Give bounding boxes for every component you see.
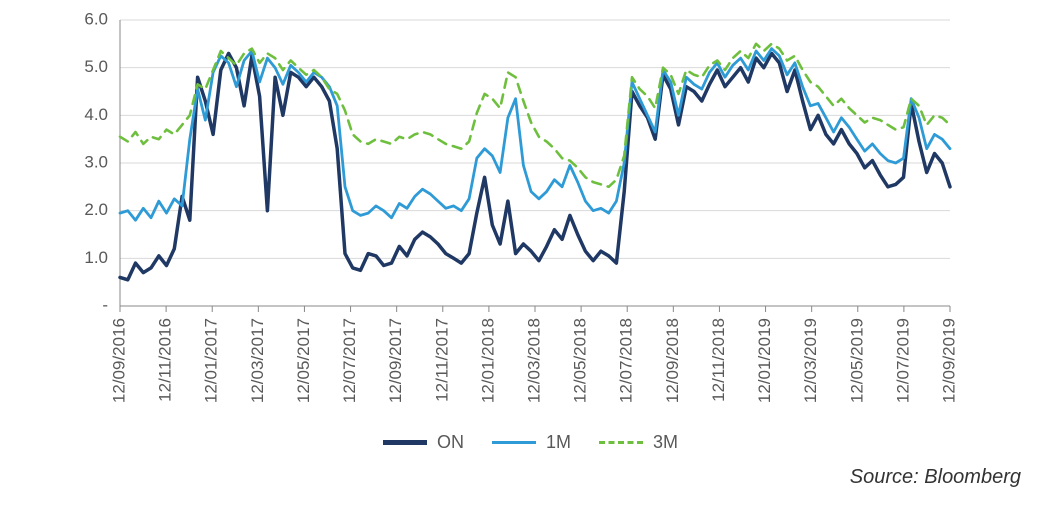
legend-item-3M: 3M	[599, 432, 678, 453]
x-tick-label: 12/09/2016	[109, 318, 128, 403]
x-tick-label: 12/07/2019	[893, 318, 912, 403]
y-tick-label: 4.0	[84, 105, 108, 124]
x-tick-label: 12/01/2018	[478, 318, 497, 403]
legend-item-1M: 1M	[492, 432, 571, 453]
x-tick-label: 12/09/2017	[386, 318, 405, 403]
legend-swatch	[492, 441, 536, 444]
y-tick-label: 1.0	[84, 248, 108, 267]
legend-swatch	[599, 441, 643, 444]
x-tick-label: 12/09/2019	[939, 318, 958, 403]
x-tick-label: 12/03/2017	[248, 318, 267, 403]
x-tick-label: 12/07/2017	[340, 318, 359, 403]
y-tick-label: 5.0	[84, 57, 108, 76]
x-tick-label: 12/01/2019	[755, 318, 774, 403]
y-tick-label: 2.0	[84, 200, 108, 219]
legend-label: ON	[437, 432, 464, 453]
line-chart: - 1.0 2.0 3.0 4.0 5.0 6.0 12/09/2016 12/11/2016 1…	[0, 0, 1061, 420]
y-tick-label: 6.0	[84, 9, 108, 28]
x-tick-label: 12/03/2019	[801, 318, 820, 403]
legend: ON 1M 3M	[0, 432, 1061, 453]
y-tick-label: -	[102, 295, 108, 314]
x-tick-label: 12/05/2018	[571, 318, 590, 403]
x-tick-label: 12/11/2017	[432, 318, 451, 402]
source-attribution: Source: Bloomberg	[850, 466, 1021, 489]
x-tick-label: 12/07/2018	[617, 318, 636, 403]
chart-container: - 1.0 2.0 3.0 4.0 5.0 6.0 12/09/2016 12/11/2016 1…	[0, 0, 1061, 506]
source-text: Source: Bloomberg	[850, 466, 1021, 488]
x-tick-label: 12/01/2017	[202, 318, 221, 403]
series-ON	[120, 53, 950, 279]
x-tick-label: 12/09/2018	[663, 318, 682, 403]
legend-item-ON: ON	[383, 432, 464, 453]
y-tick-label: 3.0	[84, 152, 108, 171]
x-tick-label: 12/11/2018	[709, 318, 728, 402]
x-tick-label: 12/05/2017	[294, 318, 313, 403]
x-tick-label: 12/05/2019	[847, 318, 866, 403]
legend-label: 1M	[546, 432, 571, 453]
legend-swatch	[383, 440, 427, 445]
legend-label: 3M	[653, 432, 678, 453]
x-tick-label: 12/03/2018	[524, 318, 543, 403]
x-tick-label: 12/11/2016	[156, 318, 175, 402]
